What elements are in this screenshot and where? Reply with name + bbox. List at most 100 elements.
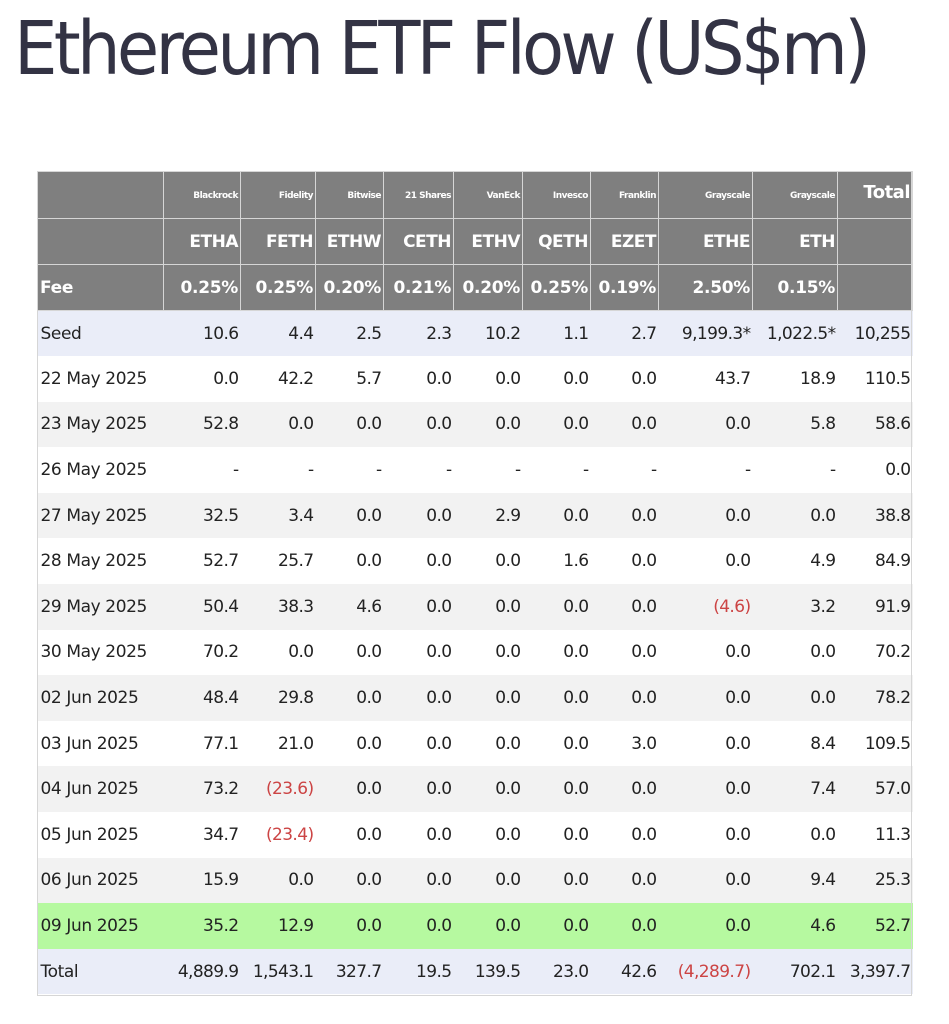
flow-cell: 0.0: [315, 857, 384, 904]
flow-cell: 0.0: [590, 766, 659, 813]
issuer-header-invesco: Invesco: [522, 171, 591, 219]
flow-cell: 0.0: [453, 675, 523, 721]
flow-cell: 4,889.9: [163, 948, 241, 995]
row-label: 28 May 2025: [37, 538, 164, 585]
flow-cell: 25.7: [240, 538, 316, 585]
flow-cell: (23.6): [240, 766, 316, 813]
flow-cell: 0.0: [383, 903, 454, 949]
flow-cell: 1.6: [522, 538, 591, 585]
flow-cell: 0.0: [658, 629, 753, 676]
flow-cell: 0.0: [590, 492, 659, 539]
flow-cell: 43.7: [658, 356, 753, 402]
flow-cell: -: [240, 447, 316, 493]
flow-cell: 0.0: [658, 401, 753, 448]
row-label: 02 Jun 2025: [37, 675, 164, 721]
flow-cell: 327.7: [315, 948, 384, 995]
issuer-header-row: Blackrock Fidelity Bitwise 21 Shares Van…: [37, 171, 913, 219]
flow-cell: 9.4: [752, 857, 838, 904]
flow-cell: 0.0: [658, 538, 753, 585]
row-label: Total: [37, 948, 164, 995]
issuer-header-bitwise: Bitwise: [315, 171, 384, 219]
flow-cell: 32.5: [163, 492, 241, 539]
table-row: 26 May 2025- - - - - - - - -0.0: [37, 447, 913, 493]
flow-cell: 0.0: [522, 401, 591, 448]
flow-cell: 0.0: [453, 629, 523, 676]
row-label: 06 Jun 2025: [37, 857, 164, 904]
ticker-header-blank: [37, 218, 164, 265]
flow-cell: 9,199.3*: [658, 310, 753, 357]
ticker-header-row: ETHA FETH ETHW CETH ETHV QETH EZET ETHE …: [37, 218, 913, 265]
flow-cell: 0.0: [590, 857, 659, 904]
flow-cell: 0.0: [383, 675, 454, 721]
flow-cell: 0.0: [383, 584, 454, 630]
issuer-header-21shares: 21 Shares: [383, 171, 454, 219]
flow-cell: (23.4): [240, 812, 316, 858]
flow-cell: 0.0: [590, 812, 659, 858]
fee-ezet: 0.19%: [590, 264, 659, 311]
page-title: Ethereum ETF Flow (US$m): [14, 6, 871, 92]
ticker-ceth: CETH: [383, 218, 454, 265]
flow-cell: 5.8: [752, 401, 838, 448]
flow-cell: 0.0: [658, 492, 753, 539]
flow-cell: -: [383, 447, 454, 493]
row-label: 23 May 2025: [37, 401, 164, 448]
flow-cell: 38.3: [240, 584, 316, 630]
flow-cell: 0.0: [590, 401, 659, 448]
flow-cell: 0.0: [752, 812, 838, 858]
row-total-cell: 70.2: [837, 629, 913, 676]
flow-cell: 34.7: [163, 812, 241, 858]
flow-cell: -: [315, 447, 384, 493]
row-total-cell: 3,397.7: [837, 948, 913, 995]
issuer-header-fidelity: Fidelity: [240, 171, 316, 219]
flow-cell: 0.0: [383, 401, 454, 448]
flow-cell: 702.1: [752, 948, 838, 995]
table-row: 06 Jun 2025 15.9 0.0 0.0 0.0 0.0 0.0 0.0 0.0 9.4 2…: [37, 857, 913, 904]
flow-cell: 0.0: [522, 492, 591, 539]
row-total-cell: 110.5: [837, 356, 913, 402]
flow-cell: 0.0: [315, 492, 384, 539]
fee-etha: 0.25%: [163, 264, 241, 311]
flow-cell: 139.5: [453, 948, 523, 995]
flow-cell: 0.0: [590, 629, 659, 676]
table-row: 27 May 2025 32.5 3.4 0.0 0.0 2.9 0.0 0.0 0.0 0.0 3…: [37, 492, 913, 539]
flow-cell: -: [453, 447, 523, 493]
ticker-ethv: ETHV: [453, 218, 523, 265]
flow-cell: 2.5: [315, 310, 384, 357]
row-label: 30 May 2025: [37, 629, 164, 676]
flow-cell: 0.0: [522, 903, 591, 949]
flow-cell: 0.0: [522, 720, 591, 767]
seed-row: Seed 10.6 4.4 2.5 2.3 10.2 1.1 2.7 9,199.3* 1,022…: [37, 310, 913, 357]
flow-cell: 4.6: [315, 584, 384, 630]
flow-cell: 2.9: [453, 492, 523, 539]
row-total-cell: 38.8: [837, 492, 913, 539]
flow-cell: 0.0: [453, 584, 523, 630]
row-total-cell: 109.5: [837, 720, 913, 767]
flow-cell: -: [752, 447, 838, 493]
flow-cell: 0.0: [453, 538, 523, 585]
flow-cell: 0.0: [315, 812, 384, 858]
flow-cell: 0.0: [453, 812, 523, 858]
flow-cell: 10.2: [453, 310, 523, 357]
total-row: Total 4,889.9 1,543.1 327.7 19.5 139.5 23.0 42.…: [37, 948, 913, 995]
flow-cell: 35.2: [163, 903, 241, 949]
flow-cell: 0.0: [383, 857, 454, 904]
flow-cell: 0.0: [658, 903, 753, 949]
flow-cell: 0.0: [453, 720, 523, 767]
table-row: 09 Jun 2025 35.2 12.9 0.0 0.0 0.0 0.0 0.0 0.0 4.6…: [37, 903, 913, 949]
row-label: 27 May 2025: [37, 492, 164, 539]
flow-cell: 1.1: [522, 310, 591, 357]
row-label: 03 Jun 2025: [37, 720, 164, 767]
issuer-header-grayscale-ethe: Grayscale: [658, 171, 753, 219]
fee-label: Fee: [37, 264, 164, 311]
row-total-cell: 78.2: [837, 675, 913, 721]
flow-cell: 0.0: [522, 675, 591, 721]
flow-cell: 0.0: [315, 538, 384, 585]
row-label: 05 Jun 2025: [37, 812, 164, 858]
ticker-total-blank: [837, 218, 913, 265]
flow-cell: 15.9: [163, 857, 241, 904]
flow-cell: 29.8: [240, 675, 316, 721]
flow-cell: 10.6: [163, 310, 241, 357]
ticker-feth: FETH: [240, 218, 316, 265]
row-label: Seed: [37, 310, 164, 357]
flow-cell: 0.0: [315, 629, 384, 676]
